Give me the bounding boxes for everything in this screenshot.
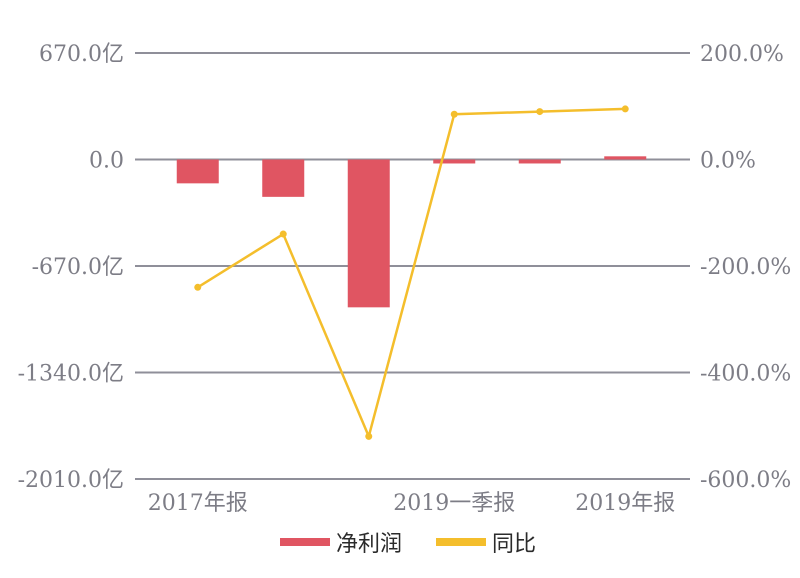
line-path [197,107,626,441]
legend-label-bar: 净利润 [336,532,402,557]
legend-label-line: 同比 [492,532,536,557]
bar [176,159,219,184]
left-axis-ticks: 670.0亿 0.0 -670.0亿 -1340.0亿 -2010.0亿 [18,42,124,493]
line-point [365,432,373,440]
left-tick-label: 0.0 [89,149,124,174]
bar [518,159,561,164]
bar [262,159,305,197]
right-tick-label: -200.0% [700,255,791,280]
gridlines [135,52,690,480]
left-tick-label: -2010.0亿 [18,468,124,493]
x-tick-label: 2019年报 [575,491,675,516]
line-point [621,105,629,113]
left-tick-label: -670.0亿 [32,255,124,280]
x-tick-label: 2019一季报 [393,491,515,516]
line-point [194,283,202,291]
bar [433,159,476,164]
bar [604,156,647,160]
right-tick-label: -400.0% [700,362,791,387]
x-axis-ticks: 2017年报 2019一季报 2019年报 [148,491,676,516]
legend-swatch-line [436,538,486,546]
right-axis-ticks: 200.0% 0.0% -200.0% -400.0% -600.0% [700,42,791,493]
legend-swatch-bar [280,538,330,546]
line-point [536,108,544,116]
line-point [279,230,287,238]
bar [347,159,390,308]
line-series [194,105,629,441]
line-point [450,110,458,118]
bar-series [176,156,647,308]
legend-item-bar[interactable]: 净利润 [280,532,402,557]
x-tick-label: 2017年报 [148,491,248,516]
right-tick-label: 200.0% [700,42,784,67]
legend: 净利润 同比 [280,532,536,557]
legend-item-line[interactable]: 同比 [436,532,536,557]
right-tick-label: -600.0% [700,468,791,493]
left-tick-label: -1340.0亿 [18,362,124,387]
right-tick-label: 0.0% [700,149,756,174]
left-tick-label: 670.0亿 [39,42,124,67]
